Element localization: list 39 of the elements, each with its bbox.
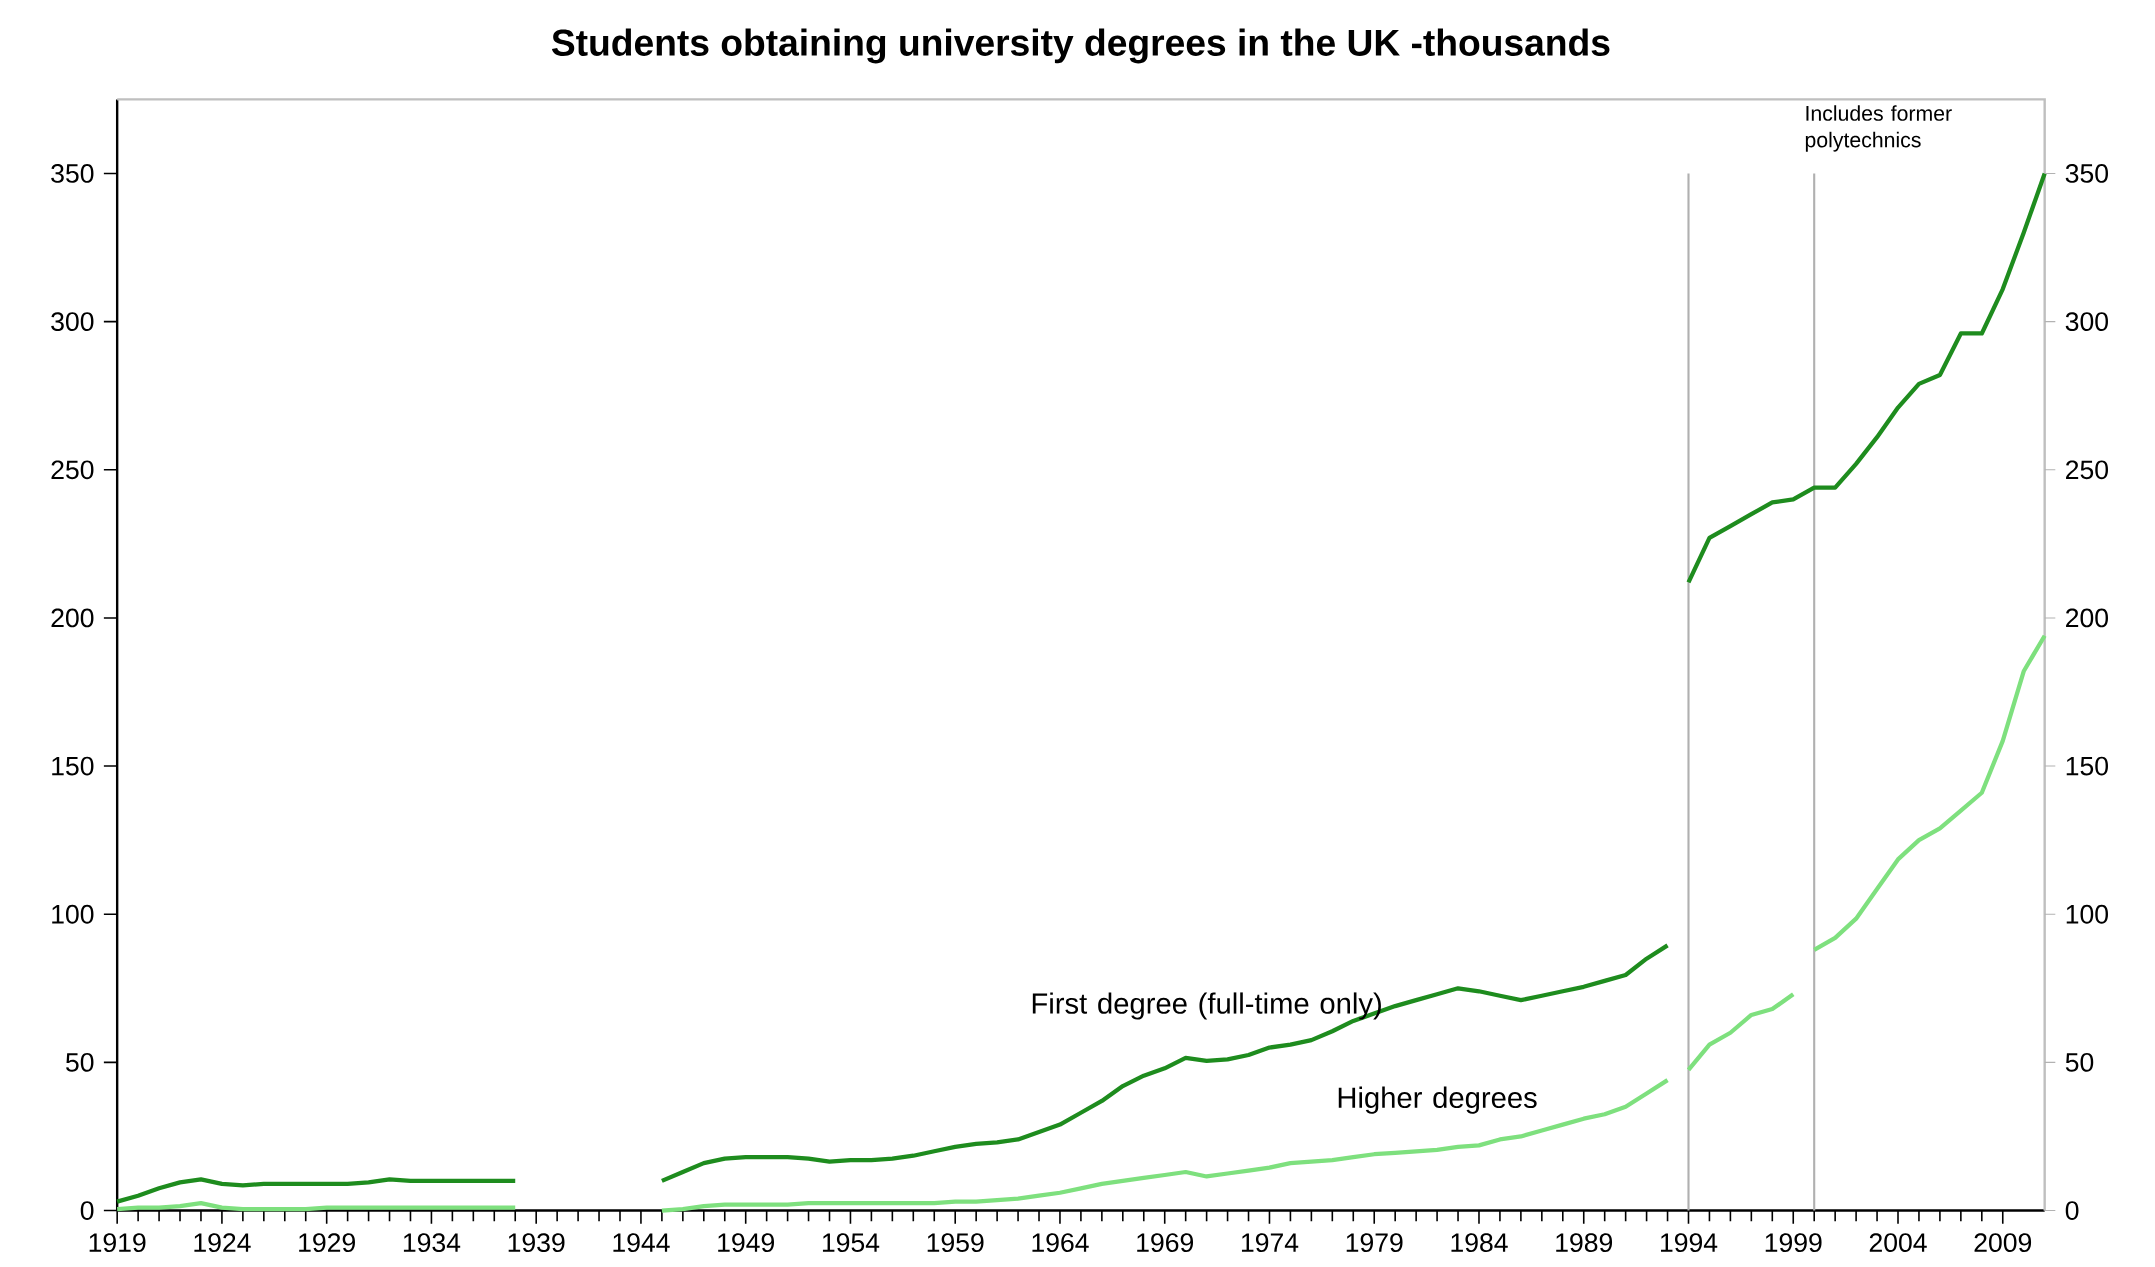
y2-tick-label: 300 xyxy=(51,312,94,332)
x-tick-label: 2009 xyxy=(1974,1233,2032,1253)
x-tick-label: 1954 xyxy=(822,1233,880,1253)
x-tick-label: 1959 xyxy=(927,1233,984,1253)
x-tick-label: 1929 xyxy=(299,1233,355,1253)
x-tick-label: 1989 xyxy=(1556,1233,1613,1253)
y-tick-label: 100 xyxy=(2066,904,2108,924)
y-tick-label: 0 xyxy=(2065,1201,2079,1221)
y2-tick-label: 350 xyxy=(51,164,94,183)
series-label: First degree (full-time only) xyxy=(1032,992,1381,1020)
y-tick-label: 350 xyxy=(2065,164,2108,183)
y-tick-label: 300 xyxy=(2065,312,2108,332)
chart-title: Students obtaining university degrees in the UK -thousands xyxy=(551,28,1610,64)
series-label: Higher degrees xyxy=(1338,1086,1537,1114)
x-tick-label: 2004 xyxy=(1869,1233,1927,1253)
annotation: Includes former polytechnics xyxy=(1805,105,1952,152)
x-tick-label: 1944 xyxy=(613,1233,670,1253)
x-tick-label: 1919 xyxy=(89,1233,146,1253)
y2-tick-label: 50 xyxy=(66,1053,94,1072)
y-tick-label: 150 xyxy=(2066,756,2108,776)
x-tick-label: 1949 xyxy=(718,1233,774,1253)
x-tick-label: 1984 xyxy=(1451,1233,1508,1253)
x-tick-label: 1994 xyxy=(1660,1233,1718,1253)
x-tick-label: 1969 xyxy=(1137,1233,1194,1253)
y-tick-label: 50 xyxy=(2065,1053,2094,1072)
y2-tick-label: 100 xyxy=(52,904,94,924)
x-tick-label: 1924 xyxy=(194,1233,251,1253)
x-tick-label: 1939 xyxy=(508,1233,565,1253)
x-tick-label: 1979 xyxy=(1346,1233,1403,1253)
x-tick-label: 1934 xyxy=(403,1233,461,1253)
y2-tick-label: 0 xyxy=(80,1201,94,1221)
y2-tick-label: 200 xyxy=(51,608,94,628)
x-tick-label: 1999 xyxy=(1765,1233,1822,1253)
x-tick-label: 1964 xyxy=(1032,1233,1089,1253)
y-tick-label: 200 xyxy=(2066,608,2108,628)
x-tick-label: 1974 xyxy=(1241,1233,1299,1253)
y2-tick-label: 150 xyxy=(52,756,94,776)
y-tick-label: 250 xyxy=(2066,460,2108,480)
y2-tick-label: 250 xyxy=(51,460,94,480)
